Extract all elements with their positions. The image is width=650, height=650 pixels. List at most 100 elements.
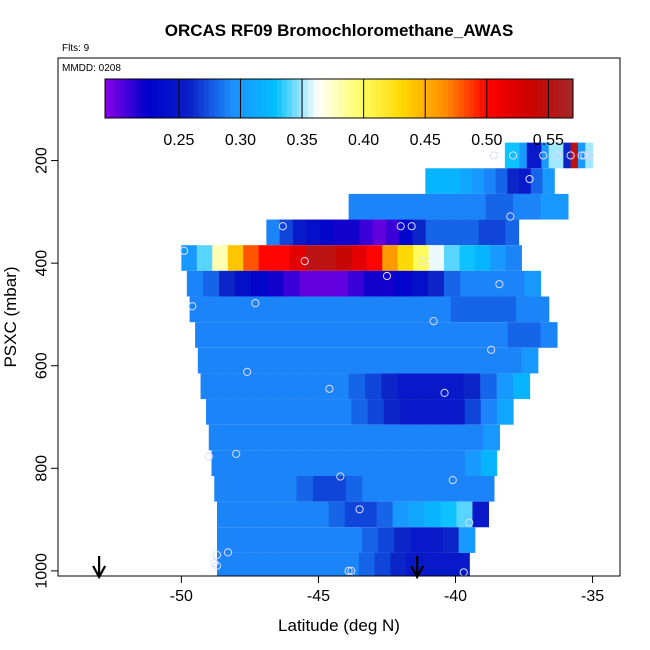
colorbar-swatch [526,79,532,118]
sample-point [508,151,518,160]
heatmap-cell [397,373,415,400]
colorbar-swatch [203,79,210,118]
heatmap-cell [395,475,413,502]
heatmap-cell [348,373,366,400]
heatmap-cell [424,347,442,374]
sample-point [525,174,534,184]
heatmap-cell [392,322,410,348]
heatmap-cell [312,475,331,502]
colorbar-swatch [427,79,434,118]
heatmap-cell [211,322,229,348]
colorbar-frame [104,78,574,119]
heatmap-cell [313,527,331,553]
heatmap-cell [460,168,473,194]
heatmap-cell [444,193,459,220]
heatmap-cell [249,527,266,553]
colorbar-swatch [437,79,444,118]
heatmap-cell [548,142,557,169]
heatmap-cell [519,168,532,194]
heatmap-cell [311,347,328,374]
colorbar-swatch [521,79,527,118]
heatmap-cell [217,373,235,400]
heatmap-cell [447,373,465,400]
heatmap-cell [367,399,385,425]
colorbar-swatch [120,79,127,118]
heatmap-cell [354,450,371,476]
heatmap-cell [478,219,493,246]
heatmap-cell [480,399,498,425]
heatmap-cell [303,296,321,323]
heatmap-cell [434,296,452,323]
colorbar-swatch [505,79,512,118]
heatmap-cell [585,142,594,169]
arrow-head [410,565,425,580]
sample-point [506,212,515,221]
x-tick-label: -50 [170,588,193,605]
heatmap-cell [408,347,426,374]
colorbar-tick-label: 0.25 [163,132,194,149]
heatmap-cell [289,245,306,271]
heatmap-cell [196,245,213,271]
heatmap-cell [485,193,500,220]
colorbar-swatch [229,79,236,118]
heatmap-cell [254,399,272,425]
heatmap-cell [359,322,377,348]
heatmap-cell [385,450,403,476]
heatmap-cell [474,322,492,348]
heatmap-cell [327,552,344,576]
colorbar-swatch [443,79,449,118]
y-tick-label: 200 [34,147,51,174]
heatmap-cell [233,527,250,553]
sample-point [347,566,356,575]
heatmap-cell [495,168,508,194]
heatmap-cell [297,527,315,553]
heatmap-cell [513,193,528,220]
plot-frame [57,57,621,577]
arrow-head [92,565,107,580]
heatmap-cell [227,322,246,348]
heatmap-cell [232,501,250,528]
sample-point [407,222,416,231]
heatmap-cell [251,270,268,297]
colorbar-swatch [406,79,413,118]
colorbar-swatch [541,79,548,118]
heatmap-cell [346,219,360,246]
heatmap-cell [230,347,247,374]
heatmap-cell [211,450,228,476]
colorbar-swatch [276,79,283,118]
heatmap-cell [418,424,436,451]
chart-title: ORCAS RF09 Bromochloromethane_AWAS [165,21,514,40]
heatmap-cell [395,270,413,297]
heatmap-cell [450,296,468,323]
heatmap-cell [417,450,434,476]
colorbar-swatch [255,79,262,118]
heatmap-cell [464,399,482,425]
heatmap-cell [406,552,423,576]
sample-point [188,302,197,311]
heatmap-cell [247,475,265,502]
colorbar-swatch [318,79,324,118]
colorbar-swatch [235,79,241,118]
heatmap-cell [541,142,550,169]
sample-point [232,449,241,459]
sample-point [489,151,498,160]
heatmap-cell [483,296,501,323]
colorbar-swatch [339,79,345,118]
heatmap-cell [321,424,339,451]
heatmap-cell [328,501,346,528]
heatmap-cell [433,450,450,476]
heatmap-cell [224,424,242,451]
colorbar-swatch [489,79,496,118]
heatmap-cell [359,347,377,374]
heatmap-cell [206,399,223,425]
heatmap-cell [217,501,234,528]
heatmap-cell [426,527,444,553]
heatmap-cell [248,552,265,576]
heatmap-cell [434,424,452,451]
sample-point [223,548,233,557]
heatmap-cell [540,193,555,220]
heatmap-cell [516,296,533,323]
heatmap-cell [491,322,509,348]
heatmap-cell [444,270,461,297]
